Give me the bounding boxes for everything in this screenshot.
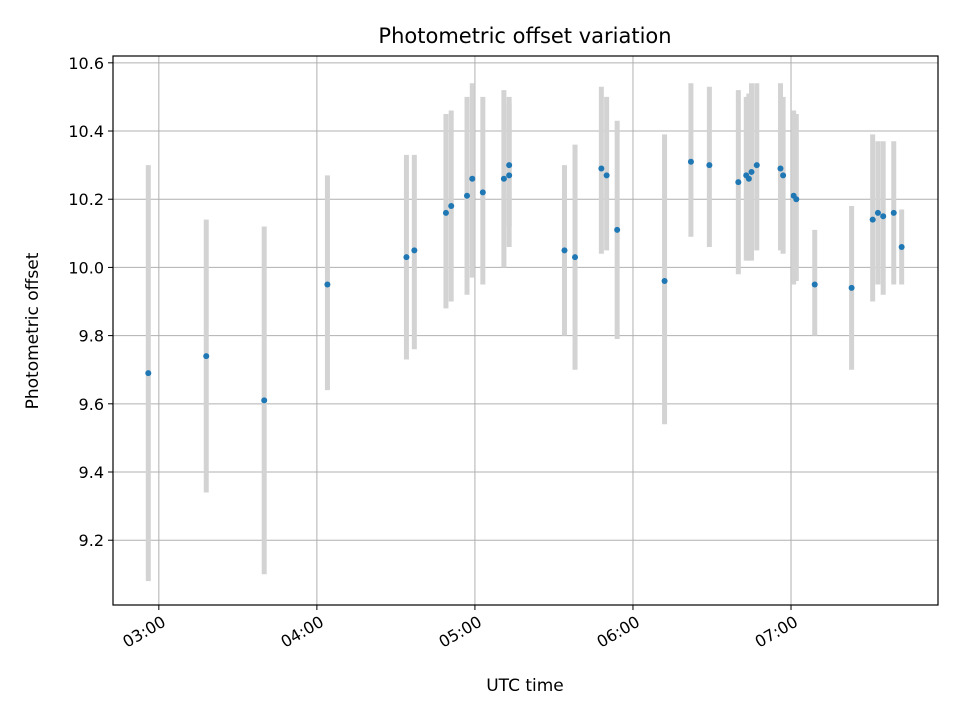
data-point [811, 281, 818, 288]
data-point [324, 281, 331, 288]
data-point [506, 172, 513, 179]
data-point [469, 175, 476, 182]
data-point [880, 213, 887, 220]
x-tick-label: 03:00 [119, 612, 168, 652]
data-point [411, 247, 418, 254]
errorbar-layer [145, 83, 905, 582]
data-point [687, 158, 694, 165]
y-axis-label: Photometric offset [23, 252, 43, 409]
data-point [848, 284, 855, 291]
data-point [506, 162, 513, 169]
data-point [572, 254, 579, 261]
chart-title: Photometric offset variation [378, 24, 671, 48]
data-point [261, 397, 268, 404]
data-point [203, 353, 210, 360]
y-tick-label: 9.6 [79, 395, 104, 414]
data-point [748, 168, 755, 175]
x-tick-label: 04:00 [277, 612, 326, 652]
data-point [614, 226, 621, 233]
plot-frame [112, 55, 939, 606]
grid-layer [113, 56, 938, 605]
data-point [890, 209, 897, 216]
data-point [479, 189, 486, 196]
data-point [500, 175, 507, 182]
point-layer [145, 158, 905, 404]
data-point [706, 162, 713, 169]
y-tick-label: 9.2 [79, 531, 104, 550]
data-point [869, 216, 876, 223]
x-tick-label: 07:00 [752, 612, 801, 652]
x-tick-label: 06:00 [594, 612, 643, 652]
x-tick-label: 05:00 [435, 612, 484, 652]
data-point [603, 172, 610, 179]
data-point [448, 203, 455, 210]
x-axis-label: UTC time [486, 676, 564, 696]
data-point [745, 175, 752, 182]
data-point [780, 172, 787, 179]
data-point [464, 192, 471, 199]
data-point [898, 243, 905, 250]
y-tick-label: 9.8 [79, 327, 104, 346]
data-point [753, 162, 760, 169]
data-point [145, 370, 152, 377]
data-point [598, 165, 605, 172]
data-point [403, 254, 410, 261]
y-tick-label: 10.2 [68, 190, 104, 209]
data-point [661, 278, 668, 285]
data-point [793, 196, 800, 203]
y-tick-label: 10.4 [68, 122, 104, 141]
y-tick-label: 10.0 [68, 258, 104, 277]
data-point [442, 209, 449, 216]
data-point [874, 209, 881, 216]
data-point [777, 165, 784, 172]
y-tick-label: 9.4 [79, 463, 104, 482]
y-tick-label: 10.6 [68, 54, 104, 73]
data-point [561, 247, 568, 254]
data-point [735, 179, 742, 186]
